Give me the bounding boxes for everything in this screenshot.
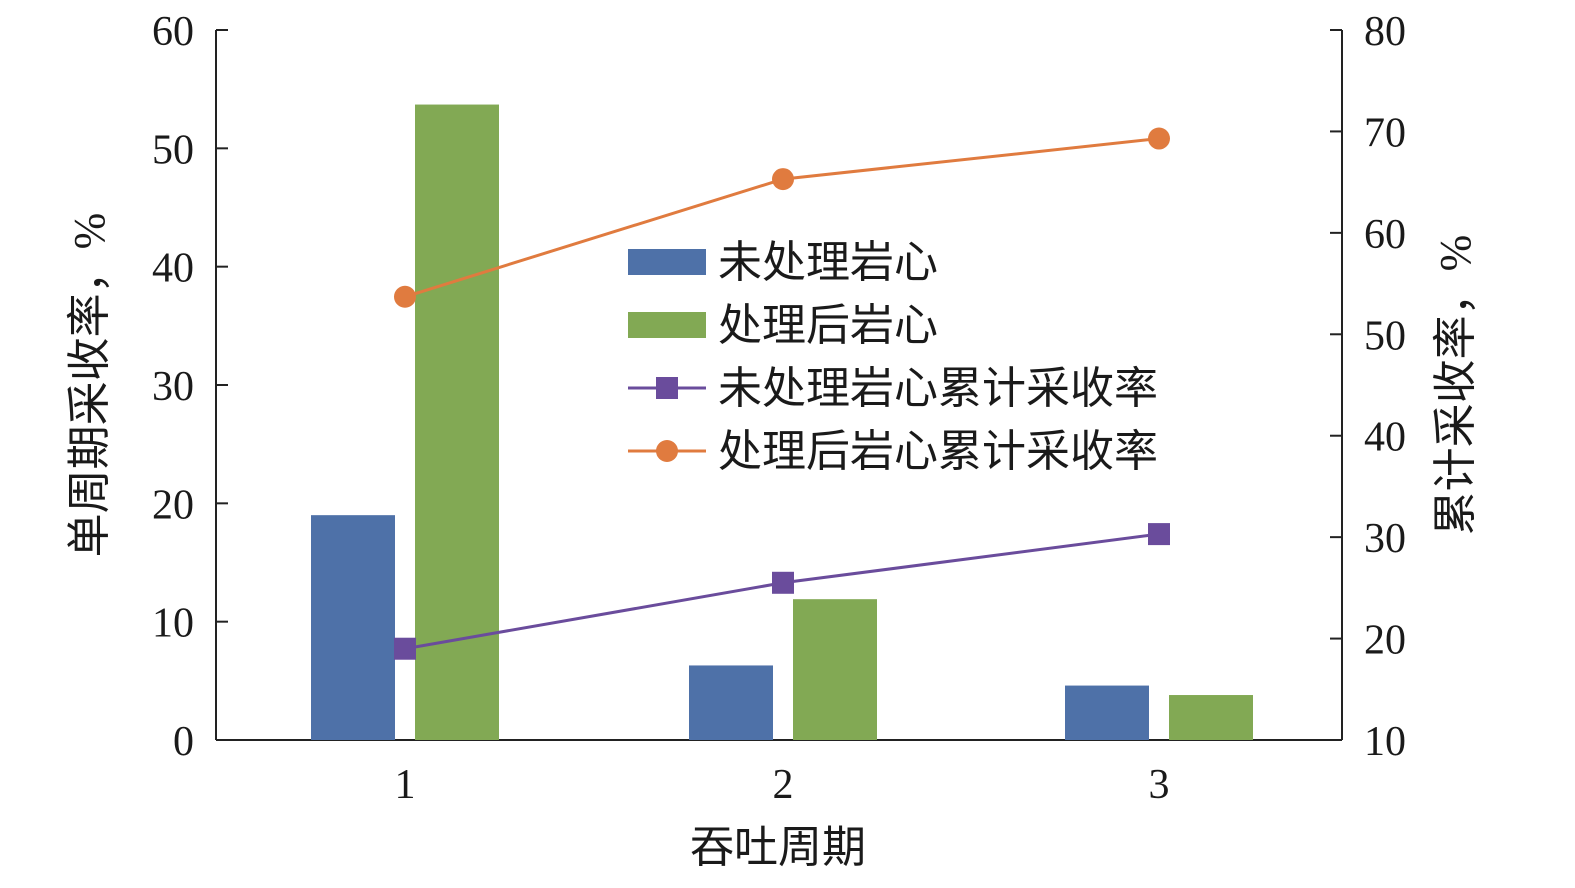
- y2-axis-title: 累计采收率，%: [1431, 235, 1480, 536]
- y2-tick-label: 80: [1364, 9, 1406, 55]
- square-point: [772, 571, 794, 594]
- x-tick-label: 2: [773, 762, 794, 808]
- circle-point: [772, 168, 794, 191]
- legend-label: 未处理岩心: [718, 238, 938, 287]
- legend-label: 处理后岩心: [718, 301, 938, 350]
- y2-tick-label: 70: [1364, 110, 1406, 156]
- y2-tick-label: 30: [1364, 516, 1406, 562]
- legend-swatch: [628, 249, 706, 275]
- legend-marker: [656, 440, 678, 462]
- lines: [394, 127, 1170, 660]
- square-point: [394, 637, 416, 660]
- y-tick-label: 60: [152, 9, 194, 55]
- x-tick-label: 3: [1149, 762, 1170, 808]
- y-tick-label: 20: [152, 482, 194, 528]
- x-tick-label: 1: [395, 762, 416, 808]
- y2-tick-label: 50: [1364, 313, 1406, 359]
- y-tick-label: 10: [152, 601, 194, 647]
- legend-label: 未处理岩心累计采收率: [718, 364, 1158, 413]
- legend-label: 处理后岩心累计采收率: [718, 427, 1158, 476]
- y2-tick-label: 60: [1364, 212, 1406, 258]
- y2-tick-label: 40: [1364, 415, 1406, 461]
- legend-swatch: [628, 312, 706, 338]
- bar: [1065, 685, 1149, 740]
- y-tick-label: 50: [152, 127, 194, 173]
- y2-tick-label: 20: [1364, 618, 1406, 664]
- legend-marker: [656, 377, 678, 399]
- x-axis-title: 吞吐周期: [690, 823, 866, 872]
- y-tick-label: 30: [152, 364, 194, 410]
- axes: 0 10 20 30 40 50 60 10 20 30 40 50 60 70 80 1 2 3: [152, 9, 1406, 808]
- square-point: [1148, 523, 1170, 546]
- bars: [311, 104, 1253, 741]
- y-tick-label: 40: [152, 246, 194, 292]
- bar: [311, 515, 395, 740]
- y2-tick-label: 10: [1364, 719, 1406, 765]
- circle-point: [394, 285, 416, 308]
- y-axis-title: 单周期采收率，%: [65, 213, 114, 558]
- y-tick-label: 0: [173, 719, 194, 765]
- circle-point: [1148, 127, 1170, 150]
- bar: [1169, 695, 1253, 740]
- bar: [689, 665, 773, 740]
- bar: [793, 599, 877, 740]
